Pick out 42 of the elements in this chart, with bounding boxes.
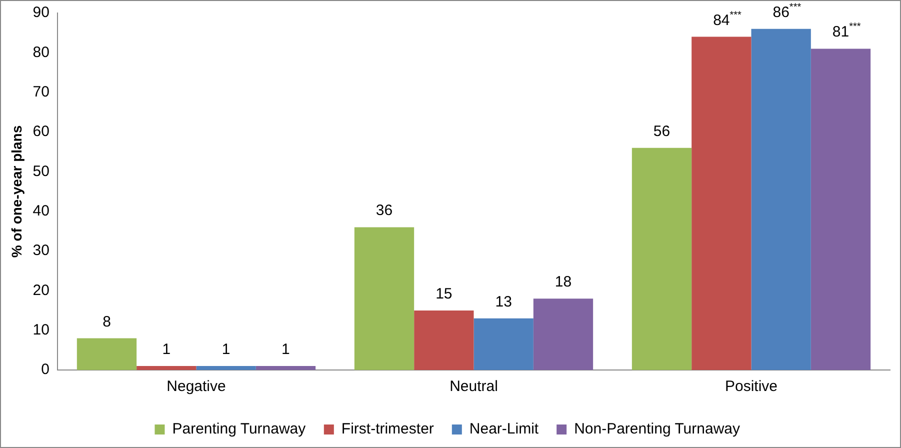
- data-label: 86***: [772, 2, 802, 21]
- y-tick-label: 0: [41, 361, 50, 378]
- x-tick-label: Negative: [166, 378, 226, 396]
- legend-label: Non-Parenting Turnaway: [574, 420, 740, 438]
- y-tick-label: 70: [32, 83, 50, 100]
- y-tick-label: 50: [32, 162, 50, 180]
- y-tick-label: 20: [32, 282, 50, 299]
- data-label: 15: [436, 286, 452, 302]
- data-label: 84***: [713, 10, 742, 29]
- bar: [632, 148, 692, 370]
- bar: [692, 36, 752, 370]
- x-tick-label: Positive: [724, 378, 778, 396]
- legend-label: First-trimester: [341, 420, 434, 438]
- bar: [196, 366, 256, 370]
- data-label: 56: [653, 122, 670, 140]
- data-label: 13: [495, 293, 512, 310]
- bar: [533, 298, 594, 370]
- data-label: 8: [102, 313, 111, 330]
- legend-label: Near-Limit: [469, 420, 540, 438]
- data-label: 1: [282, 341, 290, 358]
- y-tick-label: 80: [32, 44, 50, 61]
- y-tick-label: 40: [32, 202, 50, 220]
- bar: [256, 366, 316, 370]
- bar: [810, 48, 871, 370]
- y-tick-label: 10: [32, 321, 50, 338]
- data-label: 81***: [832, 22, 861, 41]
- x-tick-label: Neutral: [450, 378, 498, 396]
- y-tick-label: 60: [32, 123, 50, 140]
- data-label: 1: [162, 341, 171, 358]
- data-label: 36: [376, 202, 393, 220]
- bar: [136, 366, 196, 370]
- bar: [474, 318, 534, 370]
- y-tick-label: 30: [32, 242, 50, 260]
- y-tick-label: 90: [32, 4, 50, 22]
- bar: [751, 28, 811, 370]
- y-axis-title: % of one-year plans: [8, 125, 24, 258]
- data-label: 18: [554, 274, 572, 291]
- bar: [76, 338, 137, 370]
- bar: [354, 227, 414, 370]
- bar: [414, 310, 474, 370]
- legend-label: Parenting Turnaway: [172, 420, 306, 438]
- data-label: 1: [222, 341, 230, 358]
